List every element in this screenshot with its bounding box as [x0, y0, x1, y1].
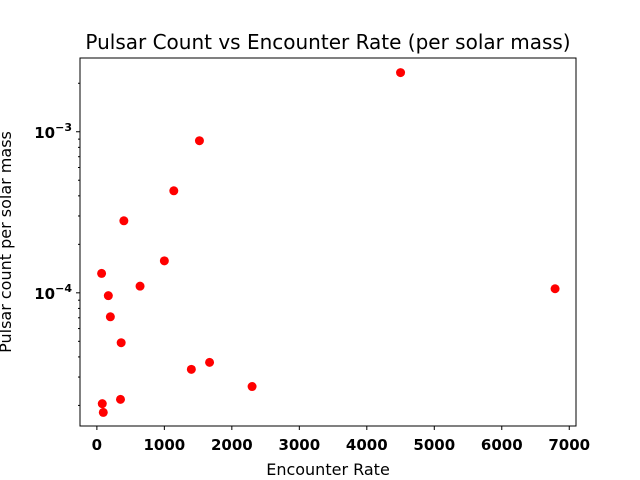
y-axis: 10−3 10−4 — [34, 82, 80, 406]
data-point — [205, 357, 215, 367]
x-tick-label: 3000 — [278, 436, 320, 454]
y-axis-label: Pulsar count per solar mass — [0, 131, 15, 353]
data-point — [169, 186, 179, 196]
x-tick-label: 2000 — [211, 436, 253, 454]
x-axis-label: Encounter Rate — [266, 460, 390, 479]
data-point — [396, 68, 406, 78]
data-points — [97, 68, 560, 417]
y-tick-label: 10−4 — [34, 282, 72, 303]
data-point — [550, 284, 560, 294]
data-point — [159, 256, 169, 266]
data-point — [97, 268, 107, 278]
x-tick-label: 7000 — [548, 436, 590, 454]
y-tick-label: 10−3 — [34, 121, 72, 142]
x-tick-label: 5000 — [413, 436, 455, 454]
data-point — [116, 338, 126, 348]
data-point — [115, 394, 125, 404]
x-axis: 0 1000 2000 3000 4000 5000 6000 7000 — [92, 426, 590, 454]
data-point — [135, 281, 145, 291]
data-point — [98, 407, 108, 417]
x-tick-label: 0 — [92, 436, 102, 454]
data-point — [105, 312, 115, 322]
plot-area — [79, 57, 577, 427]
data-point — [119, 216, 129, 226]
data-point — [97, 399, 107, 409]
chart-title: Pulsar Count vs Encounter Rate (per sola… — [85, 30, 570, 54]
data-point — [247, 382, 257, 392]
x-tick-label: 4000 — [346, 436, 388, 454]
x-tick-label: 6000 — [481, 436, 523, 454]
x-tick-label: 1000 — [143, 436, 185, 454]
data-point — [103, 291, 113, 301]
data-point — [186, 364, 196, 374]
data-point — [194, 136, 204, 146]
